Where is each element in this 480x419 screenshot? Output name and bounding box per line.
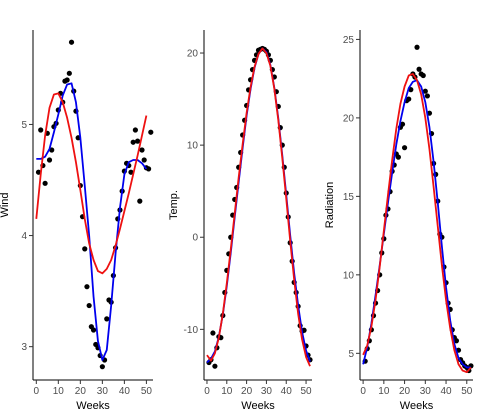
temp-x-tick-label: 40: [281, 386, 293, 397]
wind-data-point: [66, 70, 72, 76]
radiation-data-point: [416, 66, 422, 72]
wind-panel: 0 10 20 30 40 50 3 4 5 Weeks Wind: [0, 30, 154, 412]
radiation-data-point: [401, 145, 408, 151]
wind-data-point: [134, 138, 141, 144]
radiation-panel: 0 10 20 30 40 50 5 10 15 20 25 Weeks Radiation: [324, 30, 474, 412]
temp-x-tick-label: 30: [261, 386, 273, 397]
temp-panel: 0 10 20 30 40 50 -10 0 10 20 Weeks Temp.: [168, 30, 313, 412]
temp-harmonic-curve: [206, 47, 311, 367]
wind-x-tick-label: 10: [53, 386, 65, 397]
wind-data-point: [132, 127, 138, 133]
radiation-x-tick-label: 10: [378, 386, 390, 397]
wind-data-point: [35, 169, 42, 175]
wind-data-point: [130, 139, 136, 145]
wind-data-point: [68, 39, 75, 45]
wind-x-tick-label: 30: [97, 386, 109, 397]
temp-y-tick-label: 20: [187, 49, 199, 60]
wind-data-point: [42, 180, 48, 186]
wind-y-tick-label: 4: [21, 231, 27, 242]
wind-data-point: [104, 316, 110, 322]
temp-data-point: [210, 330, 216, 336]
wind-x-tick-label: 50: [141, 386, 153, 397]
temp-x-axis-label: Weeks: [241, 400, 275, 412]
temp-x-tick-label: 10: [221, 386, 233, 397]
radiation-harmonic-curve: [362, 73, 472, 374]
wind-data-point: [38, 127, 44, 133]
radiation-data-point: [420, 72, 426, 79]
radiation-data-point: [424, 93, 430, 99]
wind-x-axis-label: Weeks: [76, 400, 110, 412]
wind-data-point: [99, 364, 105, 370]
wind-data-point: [146, 166, 152, 172]
wind-data-point: [128, 169, 134, 175]
radiation-x-tick-label: 20: [399, 386, 411, 397]
radiation-y-tick-label: 10: [343, 270, 355, 281]
temp-data-point: [212, 363, 218, 369]
wind-y-axis-label: Wind: [0, 192, 11, 217]
wind-data-point: [148, 129, 154, 135]
temp-x-tick-label: 0: [204, 386, 210, 397]
wind-harmonic-curve: [35, 92, 148, 275]
radiation-y-tick-label: 15: [343, 192, 355, 203]
radiation-data-point: [414, 44, 420, 50]
radiation-x-tick-label: 40: [440, 386, 452, 397]
wind-y-tick-label: 5: [21, 120, 27, 131]
radiation-data-point: [422, 88, 428, 94]
radiation-y-tick-label: 5: [348, 349, 354, 360]
wind-data-point: [82, 246, 88, 252]
radiation-x-tick-label: 50: [461, 386, 473, 397]
wind-x-tick-label: 0: [34, 386, 40, 397]
radiation-x-tick-label: 30: [420, 386, 432, 397]
wind-x-tick-label: 20: [75, 386, 87, 397]
wind-data-point: [86, 302, 92, 309]
radiation-y-tick-label: 25: [343, 35, 355, 46]
radiation-y-axis-label: Radiation: [324, 182, 336, 228]
wind-smooth-curve: [36, 82, 148, 361]
wind-data-point: [46, 157, 53, 163]
temp-x-tick-label: 20: [241, 386, 253, 397]
radiation-data-point: [453, 338, 460, 344]
wind-x-tick-label: 40: [119, 386, 131, 397]
wind-data-point: [137, 198, 143, 204]
wind-data-point: [90, 327, 97, 333]
wind-data-point: [84, 284, 90, 290]
wind-data-point: [141, 157, 147, 163]
radiation-x-axis-label: Weeks: [400, 400, 434, 412]
temp-y-axis-label: Temp.: [168, 190, 180, 220]
radiation-smooth-curve: [362, 79, 471, 369]
temp-y-tick-label: -10: [184, 325, 199, 336]
radiation-data-point: [399, 121, 406, 127]
radiation-x-tick-label: 0: [360, 386, 366, 397]
temp-y-tick-label: 0: [192, 233, 198, 244]
wind-data-point: [64, 77, 70, 83]
radiation-y-tick-label: 20: [343, 113, 355, 124]
wind-data-point: [139, 147, 145, 153]
radiation-data-point: [395, 154, 401, 160]
wind-y-tick-label: 3: [21, 342, 27, 353]
temp-y-tick-label: 10: [187, 141, 199, 152]
radiation-data-point: [406, 96, 412, 102]
temp-x-tick-label: 50: [300, 386, 312, 397]
